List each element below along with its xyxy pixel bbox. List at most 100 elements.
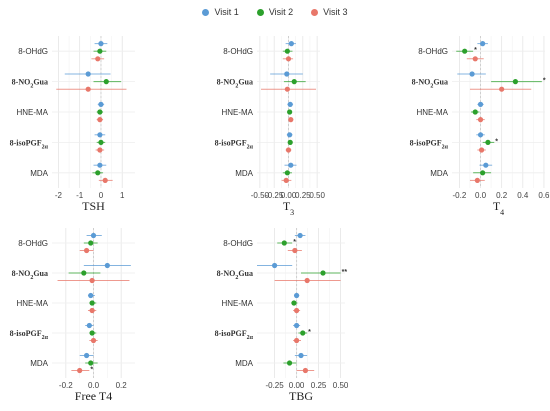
point-estimate xyxy=(98,139,104,145)
legend-dot xyxy=(311,8,319,16)
point-estimate xyxy=(90,337,97,344)
x-tick-label: -1 xyxy=(76,191,84,200)
x-tick-label: 0.00 xyxy=(281,191,297,200)
legend-item-visit-3: Visit 3 xyxy=(311,7,348,17)
x-tick-label: -0.25 xyxy=(265,381,284,390)
point-estimate xyxy=(284,71,290,77)
x-tick-label: -0.2 xyxy=(452,191,466,200)
x-tick-label: 0.2 xyxy=(496,191,508,200)
point-estimate xyxy=(83,352,90,359)
category-label: HNE-MA xyxy=(416,108,448,117)
point-estimate xyxy=(287,101,293,107)
panel-title: T4 xyxy=(493,199,504,217)
x-tick-label: 0.0 xyxy=(88,381,100,390)
category-label: HNE-MA xyxy=(221,299,253,308)
point-estimate xyxy=(478,147,485,153)
x-tick-label: 0.25 xyxy=(295,191,311,200)
point-estimate xyxy=(284,170,290,176)
point-estimate xyxy=(88,292,94,299)
point-estimate xyxy=(462,48,468,54)
point-estimate xyxy=(472,56,478,62)
point-estimate xyxy=(272,262,278,269)
significance-marker: ** xyxy=(342,269,348,276)
point-estimate xyxy=(477,132,484,138)
point-estimate xyxy=(286,360,293,366)
point-estimate xyxy=(98,41,104,47)
x-tick-label: 0.00 xyxy=(289,381,305,390)
point-estimate xyxy=(85,71,91,77)
forest-panel: 8-OHdG 8-NO2Gua HNE-MA 8-isoPGF2α MDA * -0.2 0.… xyxy=(10,228,135,403)
category-label: 8-OHdG xyxy=(418,47,448,56)
legend-label: Visit 1 xyxy=(214,7,239,17)
legend-item-visit-1: Visit 1 xyxy=(202,7,239,17)
x-tick-label: -0.50 xyxy=(251,191,270,200)
x-tick-label: 0 xyxy=(99,191,104,200)
point-estimate xyxy=(485,139,491,145)
x-tick-label: 0.50 xyxy=(309,191,325,200)
legend-dot xyxy=(202,8,210,16)
point-estimate xyxy=(288,162,294,168)
point-estimate xyxy=(104,262,110,269)
point-estimate xyxy=(483,162,489,168)
point-estimate xyxy=(102,177,108,183)
forest-panel: 8-OHdG 8-NO2Gua HNE-MA 8-isoPGF2α MDA -2 -1 0 1 T… xyxy=(10,36,135,213)
point-estimate xyxy=(89,307,95,314)
point-estimate xyxy=(288,117,294,123)
category-label: HNE-MA xyxy=(16,108,48,117)
point-estimate xyxy=(95,56,101,62)
point-estimate xyxy=(97,109,103,115)
category-label: 8-NO2Gua xyxy=(12,78,48,90)
point-estimate xyxy=(512,79,519,85)
legend-item-visit-2: Visit 2 xyxy=(256,7,293,17)
point-estimate xyxy=(294,322,300,329)
x-tick-label: 0.4 xyxy=(517,191,529,200)
point-estimate xyxy=(285,147,292,153)
x-tick-label: 0.6 xyxy=(538,191,550,200)
point-estimate xyxy=(83,247,90,254)
x-tick-label: 0.50 xyxy=(333,381,349,390)
category-label: 8-isoPGF2α xyxy=(10,138,49,150)
point-estimate xyxy=(97,48,103,54)
significance-marker: * xyxy=(495,138,498,145)
category-label: HNE-MA xyxy=(221,108,253,117)
legend-dot xyxy=(256,8,264,16)
point-estimate xyxy=(284,48,290,54)
x-tick-label: 1 xyxy=(120,191,125,200)
point-estimate xyxy=(285,56,292,62)
point-estimate xyxy=(89,300,95,306)
point-estimate xyxy=(292,247,298,254)
category-label: 8-OHdG xyxy=(18,239,48,248)
point-estimate xyxy=(477,117,484,123)
point-estimate xyxy=(469,71,475,77)
point-estimate xyxy=(89,330,95,336)
category-label: 8-isoPGF2α xyxy=(215,329,254,341)
significance-marker: * xyxy=(293,239,296,246)
category-label: 8-NO2Gua xyxy=(412,78,448,90)
point-estimate xyxy=(288,41,294,47)
point-estimate xyxy=(477,101,484,107)
category-label: MDA xyxy=(235,169,253,178)
point-estimate xyxy=(85,86,91,92)
x-tick-label: -0.25 xyxy=(265,191,284,200)
point-estimate xyxy=(472,109,478,115)
category-label: MDA xyxy=(235,359,253,368)
point-estimate xyxy=(300,330,306,336)
x-tick-label: 0.25 xyxy=(311,381,327,390)
point-estimate xyxy=(499,86,505,92)
point-estimate xyxy=(103,79,109,85)
point-estimate xyxy=(294,292,300,299)
category-label: MDA xyxy=(30,169,48,178)
point-estimate xyxy=(294,307,300,314)
point-estimate xyxy=(95,170,101,176)
significance-marker: * xyxy=(308,329,311,336)
x-tick-label: 0.2 xyxy=(116,381,128,390)
point-estimate xyxy=(88,360,94,366)
category-label: 8-OHdG xyxy=(223,47,253,56)
point-estimate xyxy=(298,352,304,359)
point-estimate xyxy=(297,232,303,239)
x-tick-label: -0.2 xyxy=(59,381,73,390)
point-estimate xyxy=(302,367,308,374)
significance-marker: * xyxy=(543,78,546,85)
category-label: 8-OHdG xyxy=(18,47,48,56)
